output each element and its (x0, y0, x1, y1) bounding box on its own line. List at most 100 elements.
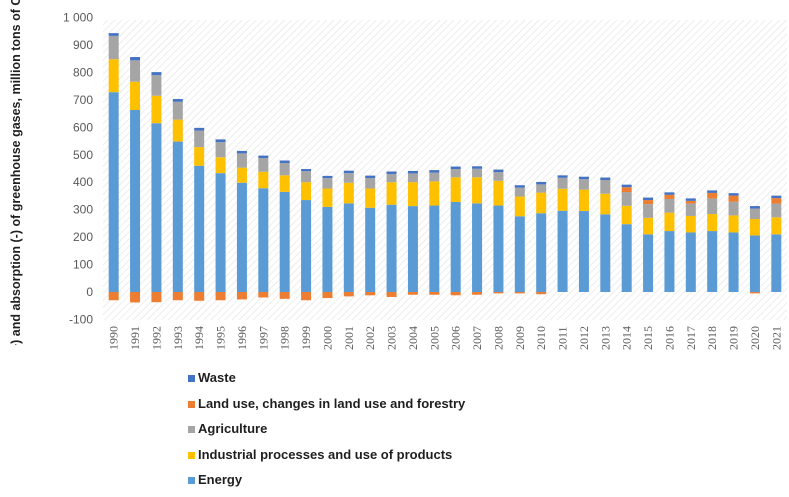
y-tick-label: 600 (73, 120, 93, 134)
bar-land-use-changes-in-land-use-and-forestry (194, 292, 205, 301)
bar-agriculture (514, 187, 525, 197)
bar-agriculture (386, 173, 397, 183)
x-tick-label: 2003 (385, 326, 399, 350)
x-tick-label: 1992 (149, 326, 163, 350)
bar-agriculture (194, 130, 205, 148)
bar-land-use-changes-in-land-use-and-forestry (322, 292, 333, 299)
bar-industrial-processes-and-use-of-products (749, 218, 760, 236)
bar-agriculture (493, 172, 504, 181)
bar-agriculture (301, 171, 312, 183)
bar-industrial-processes-and-use-of-products (771, 217, 782, 235)
legend-swatch (188, 426, 195, 433)
bar-waste (493, 169, 504, 173)
bar-agriculture (749, 208, 760, 219)
x-tick-label: 2015 (641, 326, 655, 350)
x-tick-label: 2014 (620, 326, 634, 350)
bar-waste (172, 99, 183, 102)
bar-industrial-processes-and-use-of-products (643, 217, 654, 235)
bar-agriculture (728, 201, 739, 216)
legend-swatch (188, 477, 195, 484)
bar-land-use-changes-in-land-use-and-forestry (386, 292, 397, 297)
bar-energy (771, 234, 782, 292)
bar-energy (386, 204, 397, 292)
bar-energy (279, 191, 290, 292)
bar-waste (728, 193, 739, 196)
bar-agriculture (151, 75, 162, 96)
y-tick-label: 300 (73, 203, 93, 217)
legend: Waste Land use, changes in land use and f… (188, 369, 465, 497)
bar-agriculture (557, 177, 568, 189)
y-tick-label: 0 (86, 285, 93, 299)
bar-land-use-changes-in-land-use-and-forestry (707, 192, 718, 199)
x-tick-label: 2000 (320, 326, 334, 350)
bar-agriculture (450, 169, 461, 178)
bar-land-use-changes-in-land-use-and-forestry (343, 292, 354, 297)
bar-industrial-processes-and-use-of-products (450, 177, 461, 202)
bar-waste (749, 206, 760, 209)
bar-energy (514, 216, 525, 292)
bar-energy (450, 201, 461, 292)
bar-industrial-processes-and-use-of-products (472, 177, 483, 204)
bar-agriculture (429, 172, 440, 182)
x-tick-label: 1996 (235, 326, 249, 350)
bar-industrial-processes-and-use-of-products (664, 212, 675, 232)
bar-energy (664, 231, 675, 292)
bar-land-use-changes-in-land-use-and-forestry (664, 194, 675, 199)
bar-industrial-processes-and-use-of-products (557, 188, 568, 211)
bar-industrial-processes-and-use-of-products (429, 181, 440, 206)
bar-energy (536, 213, 547, 292)
legend-label: Industrial processes and use of products (198, 446, 453, 462)
legend-label: Agriculture (198, 421, 268, 436)
x-tick-label: 2007 (470, 326, 484, 350)
legend-label: Energy (198, 472, 243, 487)
bar-agriculture (685, 203, 696, 216)
bar-energy (493, 205, 504, 292)
bar-energy (621, 224, 632, 292)
x-tick-label: 2020 (748, 326, 762, 350)
y-tick-label: 900 (73, 38, 93, 52)
bar-land-use-changes-in-land-use-and-forestry (108, 292, 119, 301)
bar-industrial-processes-and-use-of-products (600, 193, 611, 215)
bar-energy (749, 235, 760, 292)
bar-industrial-processes-and-use-of-products (728, 215, 739, 233)
x-tick-label: 2006 (449, 326, 463, 350)
x-tick-label: 2002 (363, 326, 377, 350)
bar-agriculture (343, 173, 354, 183)
bar-agriculture (108, 35, 119, 60)
bar-agriculture (643, 204, 654, 218)
bar-waste (514, 185, 525, 188)
bar-waste (621, 184, 632, 188)
bar-land-use-changes-in-land-use-and-forestry (749, 292, 760, 294)
y-tick-label: 200 (73, 230, 93, 244)
bar-waste (258, 155, 269, 159)
bar-land-use-changes-in-land-use-and-forestry (365, 292, 376, 296)
bar-land-use-changes-in-land-use-and-forestry (215, 292, 226, 301)
bar-agriculture (600, 180, 611, 194)
bar-waste (365, 175, 376, 179)
bar-energy (343, 203, 354, 292)
bar-industrial-processes-and-use-of-products (578, 189, 589, 212)
bar-industrial-processes-and-use-of-products (172, 119, 183, 142)
bar-energy (557, 210, 568, 292)
bar-land-use-changes-in-land-use-and-forestry (493, 292, 504, 294)
bar-waste (450, 166, 461, 170)
bar-energy (728, 232, 739, 292)
bar-land-use-changes-in-land-use-and-forestry (771, 198, 782, 204)
bar-land-use-changes-in-land-use-and-forestry (236, 292, 247, 300)
bar-land-use-changes-in-land-use-and-forestry (151, 292, 162, 303)
y-axis-title: Emissions (+) and absorption (-) of gree… (9, 0, 23, 345)
bar-industrial-processes-and-use-of-products (151, 95, 162, 124)
bar-industrial-processes-and-use-of-products (493, 180, 504, 206)
bar-industrial-processes-and-use-of-products (322, 188, 333, 207)
x-tick-label: 2011 (556, 326, 570, 350)
bar-waste (343, 170, 354, 174)
bar-energy (108, 92, 119, 292)
bar-waste (472, 166, 483, 169)
bar-land-use-changes-in-land-use-and-forestry (130, 292, 141, 303)
y-tick-label: -100 (69, 312, 93, 326)
x-tick-label: 2019 (727, 326, 741, 350)
x-tick-label: 1991 (128, 326, 142, 350)
x-tick-label: 2013 (598, 326, 612, 350)
bar-agriculture (621, 192, 632, 206)
bar-agriculture (536, 184, 547, 193)
